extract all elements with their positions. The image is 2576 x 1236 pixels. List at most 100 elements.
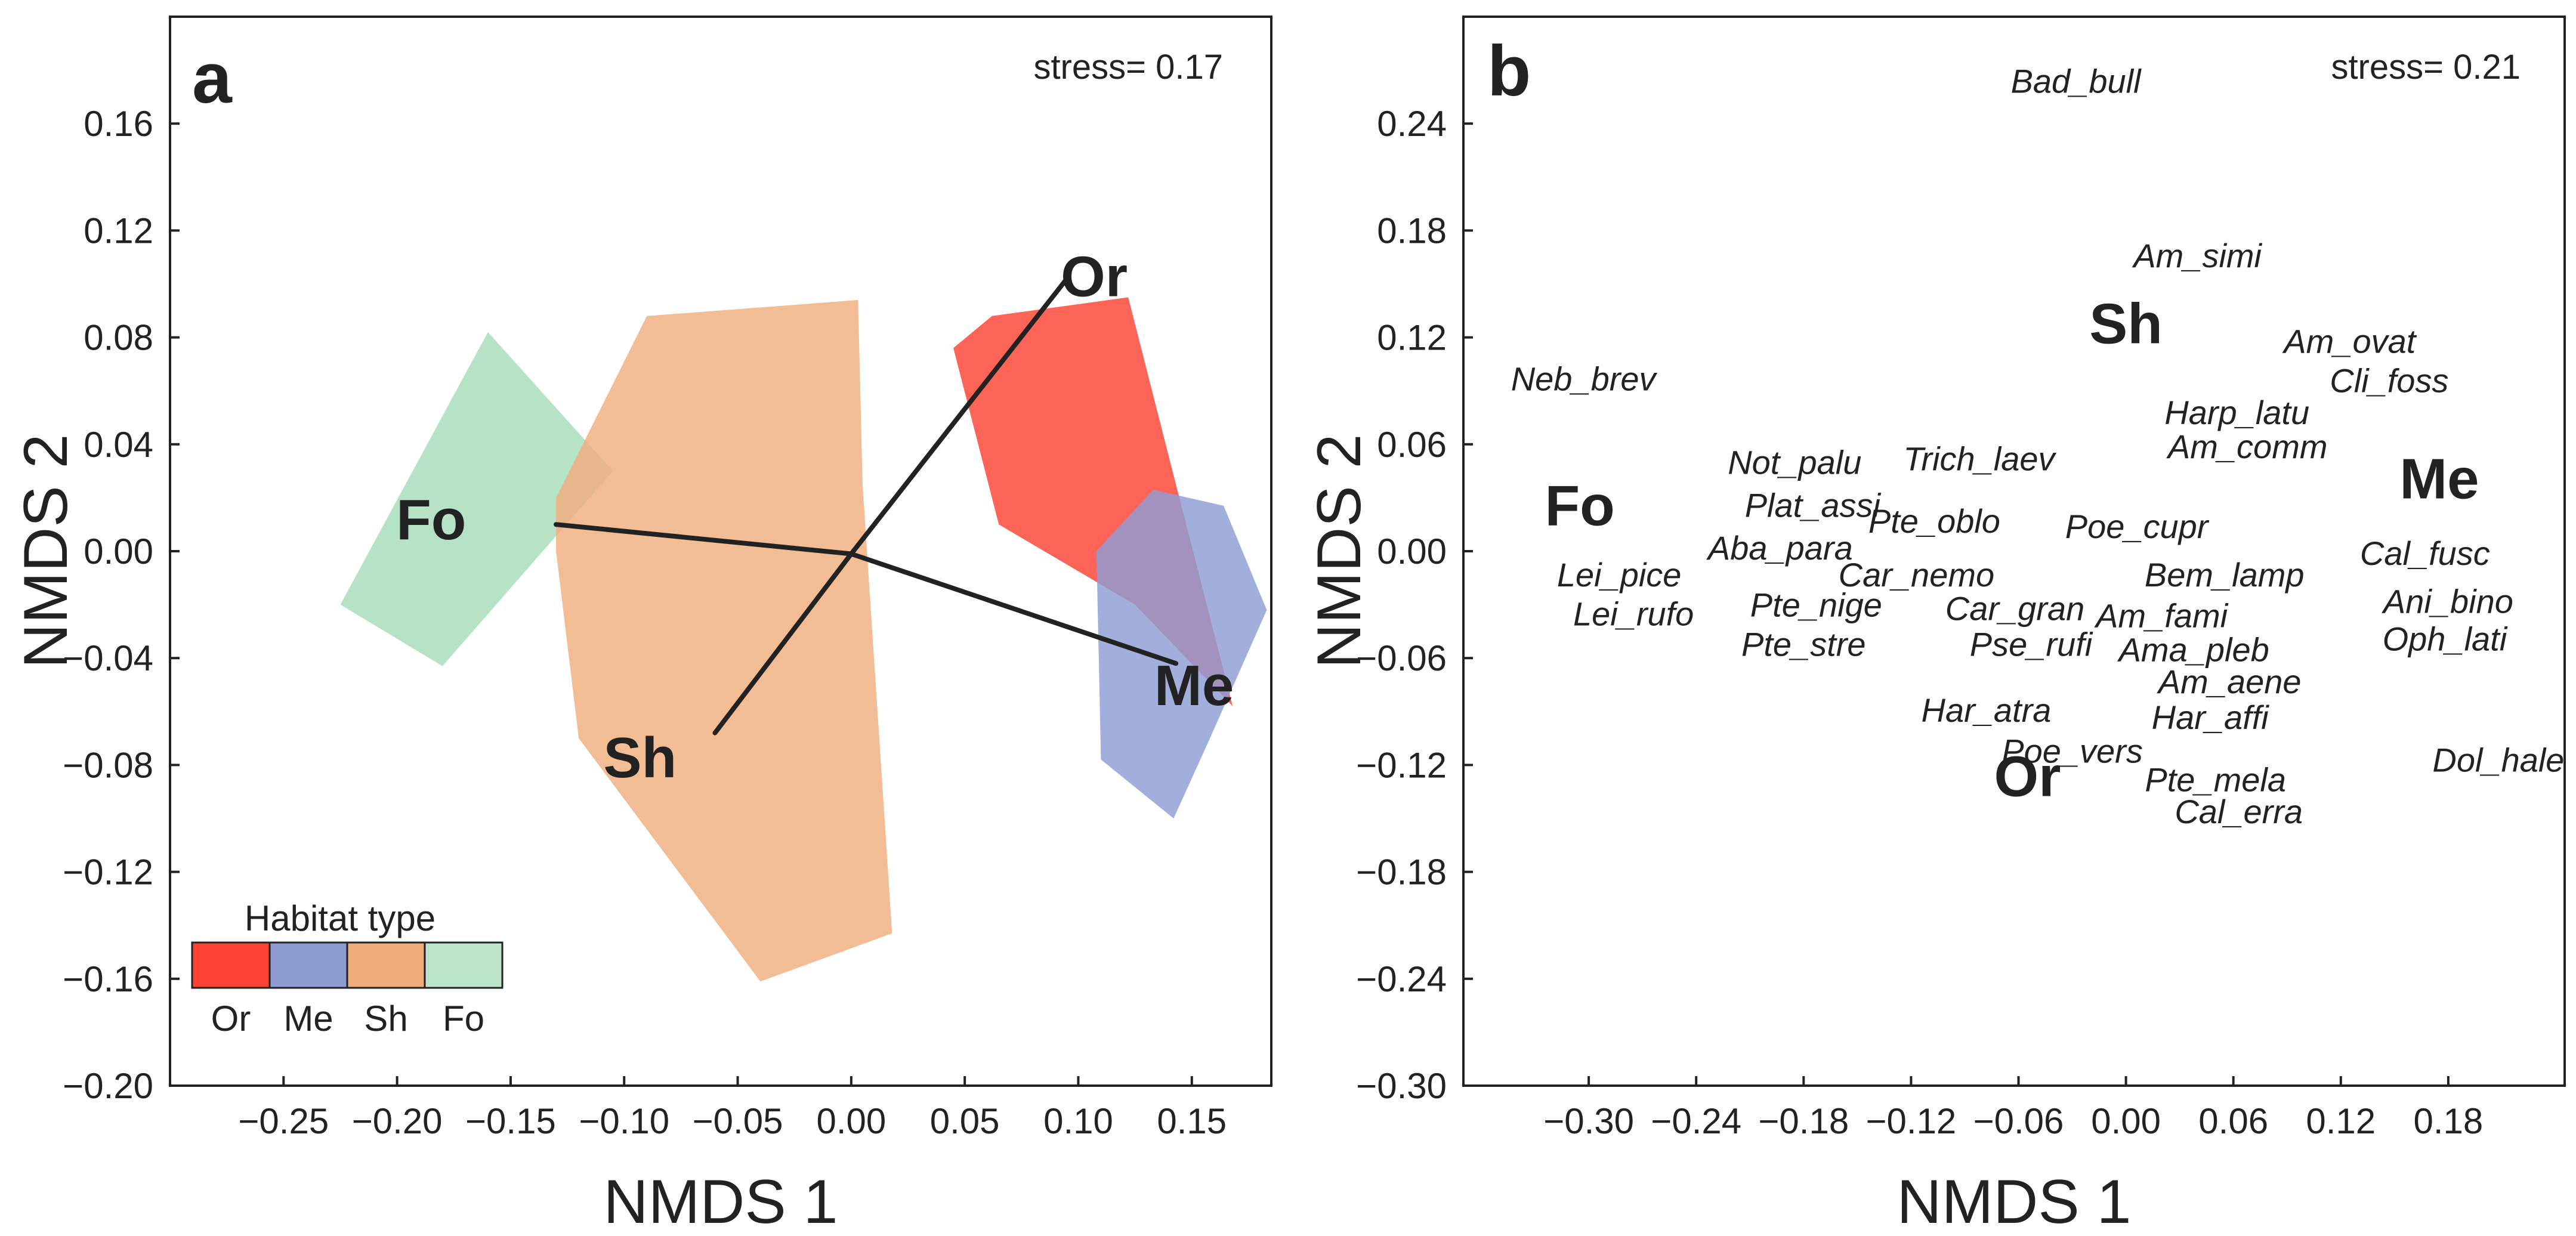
species-label: Har_affi — [2152, 699, 2270, 736]
y-tick-label: −0.06 — [1356, 638, 1447, 678]
legend-swatch-or — [191, 941, 271, 989]
species-label: Cli_foss — [2330, 361, 2448, 399]
habitat-hulls — [340, 297, 1267, 982]
y-tick-label: −0.30 — [1356, 1066, 1447, 1106]
x-tick-label: −0.05 — [693, 1101, 783, 1141]
panel-label-b: b — [1487, 31, 1531, 111]
species-label: Poe_cupr — [2065, 508, 2210, 545]
arm-fo — [554, 522, 854, 557]
x-tick-label: −0.12 — [1865, 1101, 1956, 1141]
species-label: Lei_pice — [1557, 556, 1682, 594]
x-tick-label: −0.20 — [352, 1101, 443, 1141]
legend-label-or: Or — [211, 999, 251, 1039]
legend-label-me: Me — [283, 999, 333, 1039]
panel-a: Fo Or Me Sh −0.25 −0.20 −0.15 −0.10 −0.05 0.00 0.… — [11, 16, 1272, 1236]
stress-label-a: stress= 0.17 — [1033, 48, 1223, 86]
species-label: Pte_nige — [1750, 586, 1882, 624]
y-tick-label: 0.16 — [84, 104, 153, 144]
species-label: Am_ovat — [2282, 323, 2417, 360]
species-label: Pte_mela — [2145, 761, 2286, 798]
y-tick-label: 0.12 — [1377, 318, 1447, 358]
species-label: Am_simi — [2132, 237, 2262, 274]
species-label: Am_aene — [2157, 663, 2302, 700]
y-tick-label: −0.12 — [1356, 745, 1447, 785]
species-label: Am_fami — [2094, 597, 2228, 635]
species-label: Pse_rufi — [1970, 625, 2093, 663]
x-tick-label: −0.06 — [1973, 1101, 2064, 1141]
y-tick-label: −0.20 — [63, 1066, 153, 1106]
species-label: Neb_brev — [1511, 360, 1658, 397]
habitat-label-me: Me — [1154, 654, 1234, 718]
x-tick-label: 0.06 — [2198, 1101, 2268, 1141]
habitat-labels-b: Sh Fo Me Or — [1545, 292, 2479, 809]
x-axis-ticks-a: −0.25 −0.20 −0.15 −0.10 −0.05 0.00 0.05 0.10 0.1… — [238, 1076, 1227, 1141]
centroid-arms — [554, 276, 1179, 736]
species-label: Lei_rufo — [1573, 595, 1694, 633]
species-label: Car_nemo — [1839, 556, 1994, 594]
species-label: Bem_lamp — [2145, 556, 2305, 594]
species-label: Ani_bino — [2382, 583, 2513, 620]
legend-label-fo: Fo — [443, 999, 484, 1039]
y-tick-label: −0.16 — [63, 959, 153, 999]
habitat-label-or: Or — [1994, 744, 2061, 808]
y-tick-label: 0.08 — [84, 318, 153, 358]
x-axis-label-b: NMDS 1 — [1897, 1167, 2132, 1236]
y-tick-label: −0.12 — [63, 852, 153, 892]
species-label: Harp_latu — [2164, 394, 2309, 431]
y-tick-label: 0.04 — [84, 425, 153, 465]
species-label: Trich_laev — [1903, 440, 2056, 478]
hull-fo — [340, 332, 613, 666]
x-tick-label: −0.18 — [1758, 1101, 1849, 1141]
x-axis-label-a: NMDS 1 — [604, 1167, 838, 1236]
x-tick-label: −0.15 — [465, 1101, 556, 1141]
habitat-labels: Fo Or Me Sh — [396, 245, 1234, 790]
arm-sh — [712, 551, 854, 736]
x-tick-label: 0.00 — [816, 1101, 886, 1141]
x-tick-label: 0.10 — [1043, 1101, 1113, 1141]
y-tick-label: 0.12 — [84, 211, 153, 251]
x-tick-label: 0.18 — [2414, 1101, 2484, 1141]
species-label: Cal_erra — [2175, 793, 2303, 830]
x-tick-label: −0.25 — [238, 1101, 329, 1141]
species-label: Har_atra — [1922, 691, 2052, 729]
species-label: Aba_para — [1706, 529, 1853, 567]
x-tick-label: −0.30 — [1543, 1101, 1634, 1141]
arm-or — [848, 276, 1070, 557]
panel-label-a: a — [192, 38, 233, 118]
x-tick-label: 0.15 — [1157, 1101, 1227, 1141]
habitat-label-me: Me — [2399, 447, 2479, 511]
species-label: Car_gran — [1945, 590, 2084, 628]
y-tick-label: −0.18 — [1356, 852, 1447, 892]
y-axis-ticks-a: 0.16 0.12 0.08 0.04 0.00 −0.04 −0.08 −0.12 −0.16… — [63, 104, 180, 1106]
species-label: Not_palu — [1728, 444, 1861, 481]
legend-swatch-sh — [346, 941, 426, 989]
species-label: Pte_stre — [1741, 625, 1866, 663]
y-tick-label: 0.24 — [1377, 104, 1447, 144]
y-axis-label-b: NMDS 2 — [1305, 434, 1374, 669]
species-label: Plat_assi — [1745, 486, 1882, 524]
x-tick-label: 0.12 — [2306, 1101, 2376, 1141]
y-tick-label: 0.06 — [1377, 425, 1447, 465]
y-tick-label: −0.24 — [1356, 959, 1447, 999]
species-label: Ama_pleb — [2117, 631, 2269, 668]
x-tick-label: 0.00 — [2091, 1101, 2161, 1141]
legend-swatch-fo — [424, 941, 504, 989]
species-label: Cal_fusc — [2360, 534, 2490, 572]
y-tick-label: 0.00 — [84, 532, 153, 571]
x-axis-ticks-b: −0.30 −0.24 −0.18 −0.12 −0.06 0.00 0.06 0.12 0.1… — [1543, 1076, 2483, 1141]
y-tick-label: 0.00 — [1377, 532, 1447, 571]
species-label: Pte_oblo — [1868, 502, 2000, 540]
species-label: Bad_bull — [2011, 63, 2142, 100]
species-label: Dol_hale — [2432, 741, 2564, 778]
y-tick-label: 0.18 — [1377, 211, 1447, 251]
x-tick-label: −0.10 — [579, 1101, 669, 1141]
legend-label-sh: Sh — [364, 999, 407, 1039]
arm-me — [848, 551, 1179, 666]
habitat-label-sh: Sh — [604, 726, 677, 790]
species-label: Oph_lati — [2383, 620, 2508, 657]
legend-swatch-me — [268, 941, 348, 989]
legend: Habitat type Or Me Sh Fo — [191, 898, 504, 1039]
